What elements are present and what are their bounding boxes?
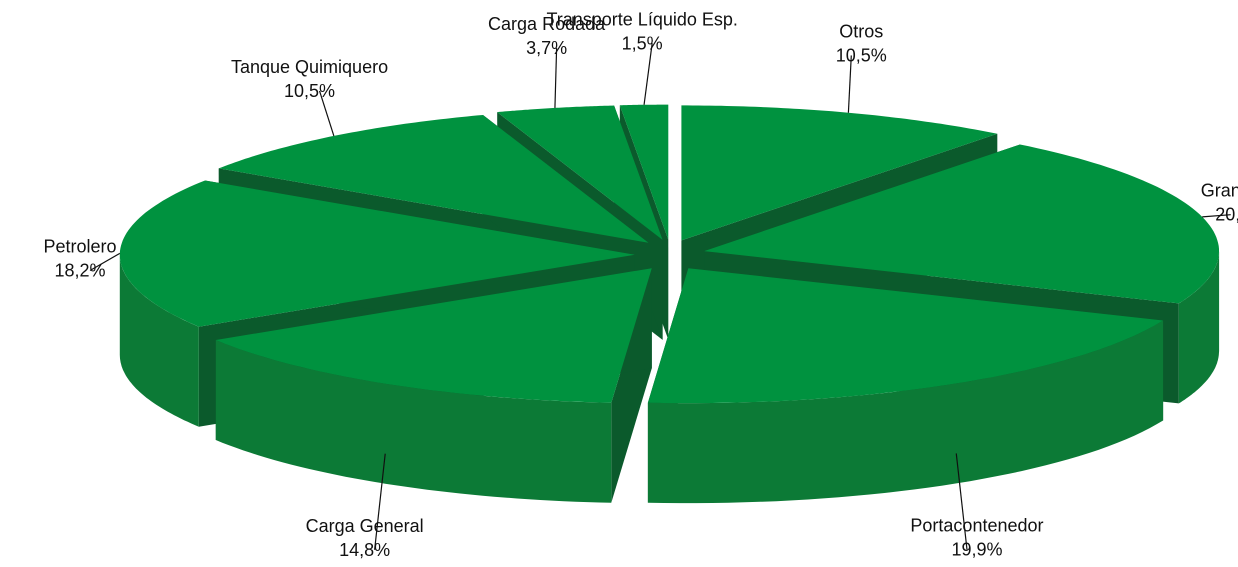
label-value: 19,9% (951, 539, 1002, 559)
slice-side (647, 320, 1164, 504)
label-name: Petrolero (44, 236, 117, 256)
label-value: 20,8% (1215, 205, 1238, 225)
label-name: Carga Rodada (488, 14, 606, 34)
slice-side (119, 254, 199, 427)
label-name: Carga General (306, 516, 424, 536)
slice (647, 268, 1164, 504)
label-value: 3,7% (526, 38, 567, 58)
slice-top (647, 268, 1164, 404)
leader-line (955, 453, 968, 550)
slice (215, 268, 652, 503)
label-value: 14,8% (339, 540, 390, 560)
label-value: 10,5% (284, 81, 335, 101)
leader-line (643, 43, 653, 105)
leader-line (318, 90, 335, 137)
slice-top (681, 105, 998, 241)
slice-side (215, 340, 612, 503)
slice-top (215, 268, 652, 403)
label-name: Otros (839, 21, 883, 41)
label-name: Portacontenedor (910, 515, 1043, 535)
slice-top (619, 104, 669, 240)
label-name: Transporte Líquido Esp. (546, 9, 737, 29)
slice-top (218, 115, 649, 243)
slice-top (704, 144, 1219, 304)
leader-line (1202, 214, 1231, 218)
slice-top (497, 105, 663, 240)
label-value: 18,2% (55, 260, 106, 280)
leader-line (847, 55, 852, 113)
leader-line (554, 48, 558, 108)
label-value: 10,5% (836, 45, 887, 65)
leader-line (89, 252, 121, 271)
slice-side (1178, 251, 1220, 404)
slice-top (119, 180, 635, 327)
label-name: Granelero (1201, 181, 1238, 201)
label-value: 1,5% (622, 33, 663, 53)
leader-line (374, 453, 386, 550)
label-name: Tanque Quimiquero (231, 57, 388, 77)
